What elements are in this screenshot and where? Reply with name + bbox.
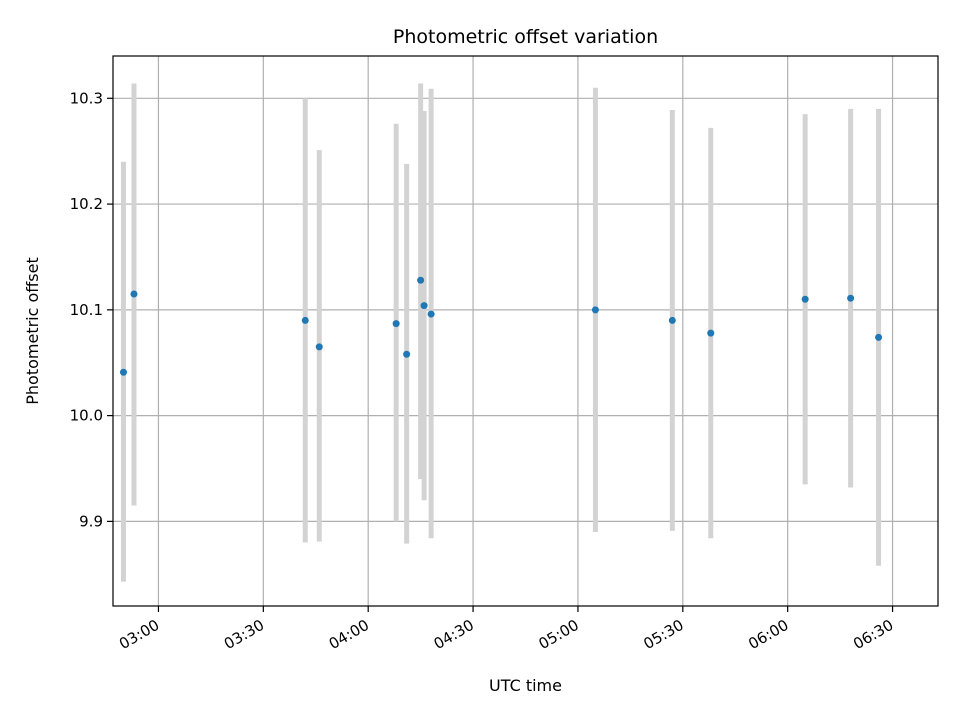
x-axis-ticks: 03:00 03:30 04:00 04:30 05:00 05:30 06:00 06:30 bbox=[116, 606, 897, 653]
data-point bbox=[668, 316, 676, 324]
data-points bbox=[119, 276, 883, 376]
grid-lines bbox=[113, 56, 938, 606]
data-point bbox=[847, 294, 855, 302]
y-tick-label: 9.9 bbox=[79, 512, 103, 530]
data-point bbox=[707, 329, 715, 337]
x-tick-label: 04:30 bbox=[431, 616, 477, 653]
y-tick-label: 10.0 bbox=[70, 407, 103, 425]
x-tick-label: 06:00 bbox=[745, 616, 791, 653]
chart-title: Photometric offset variation bbox=[393, 26, 658, 48]
y-tick-label: 10.1 bbox=[70, 301, 103, 319]
data-point bbox=[417, 276, 425, 284]
data-point bbox=[130, 290, 138, 298]
data-point bbox=[119, 368, 127, 376]
y-tick-label: 10.2 bbox=[70, 195, 103, 213]
y-tick-label: 10.3 bbox=[70, 89, 103, 107]
x-tick-label: 03:30 bbox=[221, 616, 267, 653]
x-tick-label: 06:30 bbox=[850, 616, 896, 653]
plot-frame bbox=[112, 55, 939, 607]
data-point bbox=[392, 320, 400, 328]
data-point bbox=[420, 302, 428, 310]
x-tick-label: 04:00 bbox=[326, 616, 372, 653]
data-point bbox=[591, 306, 599, 314]
data-point bbox=[427, 310, 435, 318]
data-point bbox=[315, 343, 323, 351]
x-tick-label: 05:00 bbox=[535, 616, 581, 653]
x-tick-label: 05:30 bbox=[640, 616, 686, 653]
error-bars bbox=[120, 83, 882, 582]
x-axis-label: UTC time bbox=[489, 676, 562, 695]
y-axis-ticks: 9.9 10.0 10.1 10.2 10.3 bbox=[70, 89, 113, 530]
x-tick-label: 03:00 bbox=[116, 616, 162, 653]
data-point bbox=[301, 316, 309, 324]
data-point bbox=[875, 333, 883, 341]
data-point bbox=[403, 350, 411, 358]
data-point bbox=[801, 295, 809, 303]
y-axis-label: Photometric offset bbox=[23, 257, 42, 405]
